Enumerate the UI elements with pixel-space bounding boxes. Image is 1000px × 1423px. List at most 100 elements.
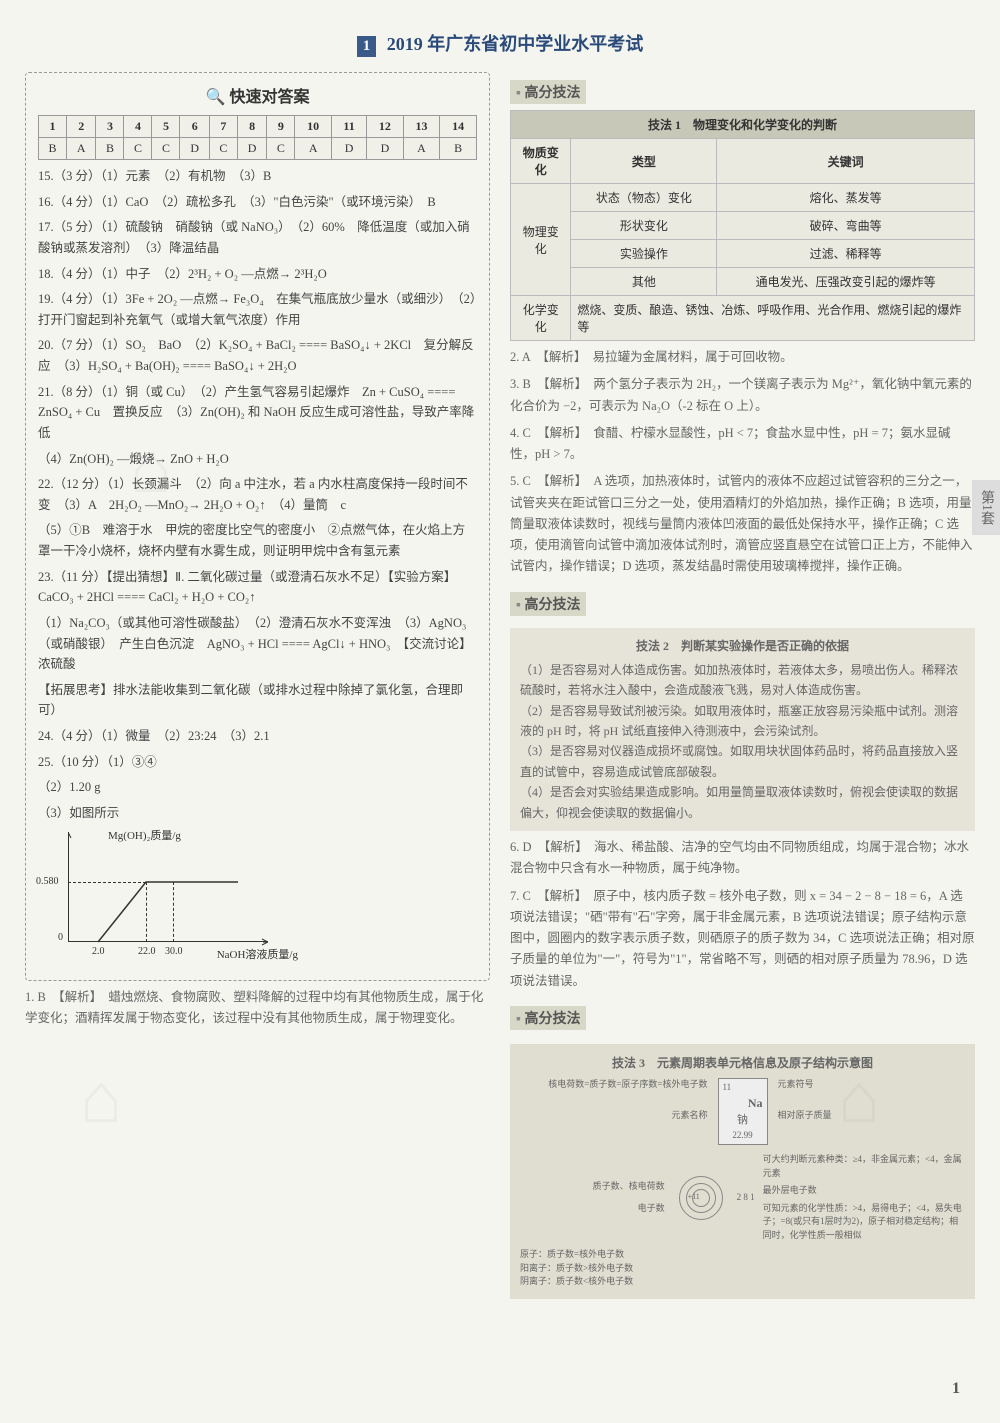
analysis-item: 6. D 【解析】 海水、稀盐酸、洁净的空气均由不同物质组成，均属于混合物；冰水… — [510, 837, 975, 880]
tech1-caption: 技法 1 物理变化和化学变化的判断 — [511, 111, 975, 139]
elem-num: 11 — [723, 1081, 763, 1095]
mgoh2-chart: Mg(OH)₂质量/g NaOH溶液质量/g 0.580 0 2.0 22.0 … — [68, 832, 268, 962]
ans-num: 6 — [180, 116, 209, 138]
ans-val: D — [180, 138, 209, 160]
ans-num: 13 — [403, 116, 440, 138]
answer-vals-row: BABCCDCDCADDAB — [39, 138, 477, 160]
atom-diagram: +11 — [679, 1176, 723, 1220]
right-column: 高分技法 技法 1 物理变化和化学变化的判断 物质变化 类型 关键词 物理变化 … — [510, 72, 975, 1299]
question-item: （1）Na₂CO₃（或其他可溶性碳酸盐） （2）澄清石灰水不变浑浊 （3）AgN… — [38, 613, 477, 675]
diag-label-name: 元素名称 — [520, 1109, 708, 1123]
ans-num: 2 — [67, 116, 96, 138]
diag-note-a: 可大约判断元素种类：≥4，非金属元素；<4，金属元素 — [763, 1153, 965, 1180]
tech1-h2: 关键词 — [717, 139, 975, 184]
y-tick-0580: 0.580 — [36, 876, 59, 887]
ans-num: 8 — [237, 116, 266, 138]
question-item: （5）①B 难溶于水 甲烷的密度比空气的密度小 ②点燃气体，在火焰上方罩一干冷小… — [38, 520, 477, 561]
diag-left-b: 电子数 — [520, 1202, 665, 1216]
ans-val: A — [403, 138, 440, 160]
elem-name: 钠 — [723, 1112, 763, 1129]
ans-num: 14 — [440, 116, 477, 138]
tech2-line: （2）是否容易导致试剂被污染。如取用液体时，瓶塞正放容易污染瓶中试剂。测溶液的 … — [520, 701, 965, 742]
question-item: 19.（4 分）（1）3Fe + 2O₂ —点燃→ Fe₃O₄ 在集气瓶底放少量… — [38, 289, 477, 330]
question-item: 23.（11 分）【提出猜想】Ⅱ. 二氧化碳过量（或澄清石灰水不足）【实验方案】… — [38, 567, 477, 608]
answer-nums-row: 1234567891011121314 — [39, 116, 477, 138]
ans-val: C — [124, 138, 152, 160]
elem-mass: 22.99 — [723, 1129, 763, 1143]
diag-bottom-3: 阴离子：质子数<核外电子数 — [520, 1275, 965, 1289]
page-header: 1 2019 年广东省初中学业水平考试 — [25, 30, 975, 57]
tech2-line: （4）是否会对实验结果造成影响。如用量筒量取液体读数时，俯视会使读取的数据偏大，… — [520, 782, 965, 823]
diag-note-b: 最外层电子数 — [763, 1184, 965, 1198]
tech3-title: 技法 3 元素周期表单元格信息及原子结构示意图 — [520, 1054, 965, 1072]
question-item: 16.（4 分）（1）CaO （2）疏松多孔 （3）"白色污染"（或环境污染） … — [38, 192, 477, 213]
tech1-r1c1: 形状变化 — [571, 212, 717, 240]
tech1-r4c1: 燃烧、变质、酿造、锈蚀、冶炼、呼吸作用、光合作用、燃烧引起的爆炸等 — [571, 296, 975, 341]
ans-num: 3 — [96, 116, 124, 138]
tech2-line: （1）是否容易对人体造成伤害。如加热液体时，若液体太多，易喷出伤人。稀释浓硫酸时… — [520, 660, 965, 701]
atom-center: +11 — [688, 1191, 700, 1203]
atom-shells: 2 8 1 — [737, 1191, 755, 1205]
ans-val: B — [96, 138, 124, 160]
diag-bottom-1: 原子：质子数=核外电子数 — [520, 1248, 965, 1262]
tech1-r3c2: 通电发光、压强改变引起的爆炸等 — [717, 268, 975, 296]
ans-val: D — [331, 138, 366, 160]
ans-num: 11 — [331, 116, 366, 138]
ans-num: 5 — [152, 116, 180, 138]
ans-num: 7 — [209, 116, 237, 138]
header-badge: 1 — [357, 36, 377, 57]
question-item: （3）如图所示 — [38, 803, 477, 824]
question-item: 15.（3 分）（1）元素 （2）有机物 （3）B — [38, 166, 477, 187]
tech1-table: 技法 1 物理变化和化学变化的判断 物质变化 类型 关键词 物理变化 状态（物态… — [510, 110, 975, 341]
ans-val: D — [237, 138, 266, 160]
ans-val: C — [209, 138, 237, 160]
diag-left-a: 质子数、核电荷数 — [520, 1180, 665, 1194]
diag-note-c: 可知元素的化学性质：>4，易得电子；<4，易失电子；=8(或只有1层时为2)，原… — [763, 1202, 965, 1243]
ans-val: D — [367, 138, 404, 160]
question-item: 25.（10 分）（1）③④ — [38, 752, 477, 773]
question-item: 18.（4 分）（1）中子 （2）2³H₂ + O₂ —点燃→ 2³H₂O — [38, 264, 477, 285]
y-tick-0: 0 — [58, 932, 63, 943]
ans-num: 1 — [39, 116, 67, 138]
ans-val: C — [267, 138, 295, 160]
tech-tag-2: 高分技法 — [510, 592, 586, 616]
diag-bottom-2: 阳离子：质子数>核外电子数 — [520, 1262, 965, 1276]
analysis-item: 3. B 【解析】 两个氢分子表示为 2H₂，一个镁离子表示为 Mg²⁺，氧化钠… — [510, 374, 975, 417]
tech3-diagram: 技法 3 元素周期表单元格信息及原子结构示意图 核电荷数=质子数=原子序数=核外… — [510, 1044, 975, 1299]
question-item: 22.（12 分）（1）长颈漏斗 （2）向 a 中注水，若 a 内水柱高度保持一… — [38, 474, 477, 515]
analysis-item: 4. C 【解析】 食醋、柠檬水显酸性，pH < 7；食盐水显中性，pH = 7… — [510, 423, 975, 466]
tech1-h1: 类型 — [571, 139, 717, 184]
ans-val: B — [39, 138, 67, 160]
tech2-line: （3）是否容易对仪器造成损坏或腐蚀。如取用块状固体药品时，将药品直接放入竖直的试… — [520, 741, 965, 782]
tech1-r1c2: 破碎、弯曲等 — [717, 212, 975, 240]
curve-line — [68, 832, 268, 962]
ans-val: A — [67, 138, 96, 160]
side-tab: 第1套 — [972, 480, 1000, 535]
analysis-item: 7. C 【解析】 原子中，核内质子数 = 核外电子数，则 x = 34 − 2… — [510, 886, 975, 992]
tech2-title: 技法 2 判断某实验操作是否正确的依据 — [520, 636, 965, 656]
ans-num: 4 — [124, 116, 152, 138]
left-column: 快速对答案 1234567891011121314 BABCCDCDCADDAB… — [25, 72, 490, 1299]
q1-analysis: 1. B 【解析】 蜡烛燃烧、食物腐败、塑料降解的过程中均有其他物质生成，属于化… — [25, 987, 490, 1030]
ans-num: 10 — [295, 116, 332, 138]
tech1-r0c1: 状态（物态）变化 — [571, 184, 717, 212]
tech1-h0: 物质变化 — [511, 139, 571, 184]
analysis-item: 5. C 【解析】 A 选项，加热液体时，试管内的液体不应超过试管容积的三分之一… — [510, 471, 975, 577]
tech1-r3c1: 其他 — [571, 268, 717, 296]
diag-label-corecharge: 核电荷数=质子数=原子序数=核外电子数 — [520, 1078, 708, 1092]
header-title: 2019 年广东省初中学业水平考试 — [387, 34, 644, 54]
ans-val: B — [440, 138, 477, 160]
answer-table: 1234567891011121314 BABCCDCDCADDAB — [38, 115, 477, 160]
tech-tag-3: 高分技法 — [510, 1006, 586, 1030]
answer-box: 快速对答案 1234567891011121314 BABCCDCDCADDAB… — [25, 72, 490, 981]
ans-num: 12 — [367, 116, 404, 138]
tech1-r2c1: 实验操作 — [571, 240, 717, 268]
ans-val: C — [152, 138, 180, 160]
diag-label-symbol: 元素符号 — [778, 1078, 966, 1092]
tech1-r2c2: 过滤、稀释等 — [717, 240, 975, 268]
question-item: （4）Zn(OH)₂ —煅烧→ ZnO + H₂O — [38, 449, 477, 470]
tech2-box: 技法 2 判断某实验操作是否正确的依据 （1）是否容易对人体造成伤害。如加热液体… — [510, 628, 975, 832]
elem-sym: Na — [723, 1094, 763, 1112]
question-item: 【拓展思考】排水法能收集到二氧化碳（或排水过程中除掉了氯化氢，合理即可） — [38, 680, 477, 721]
question-item: （2）1.20 g — [38, 777, 477, 798]
